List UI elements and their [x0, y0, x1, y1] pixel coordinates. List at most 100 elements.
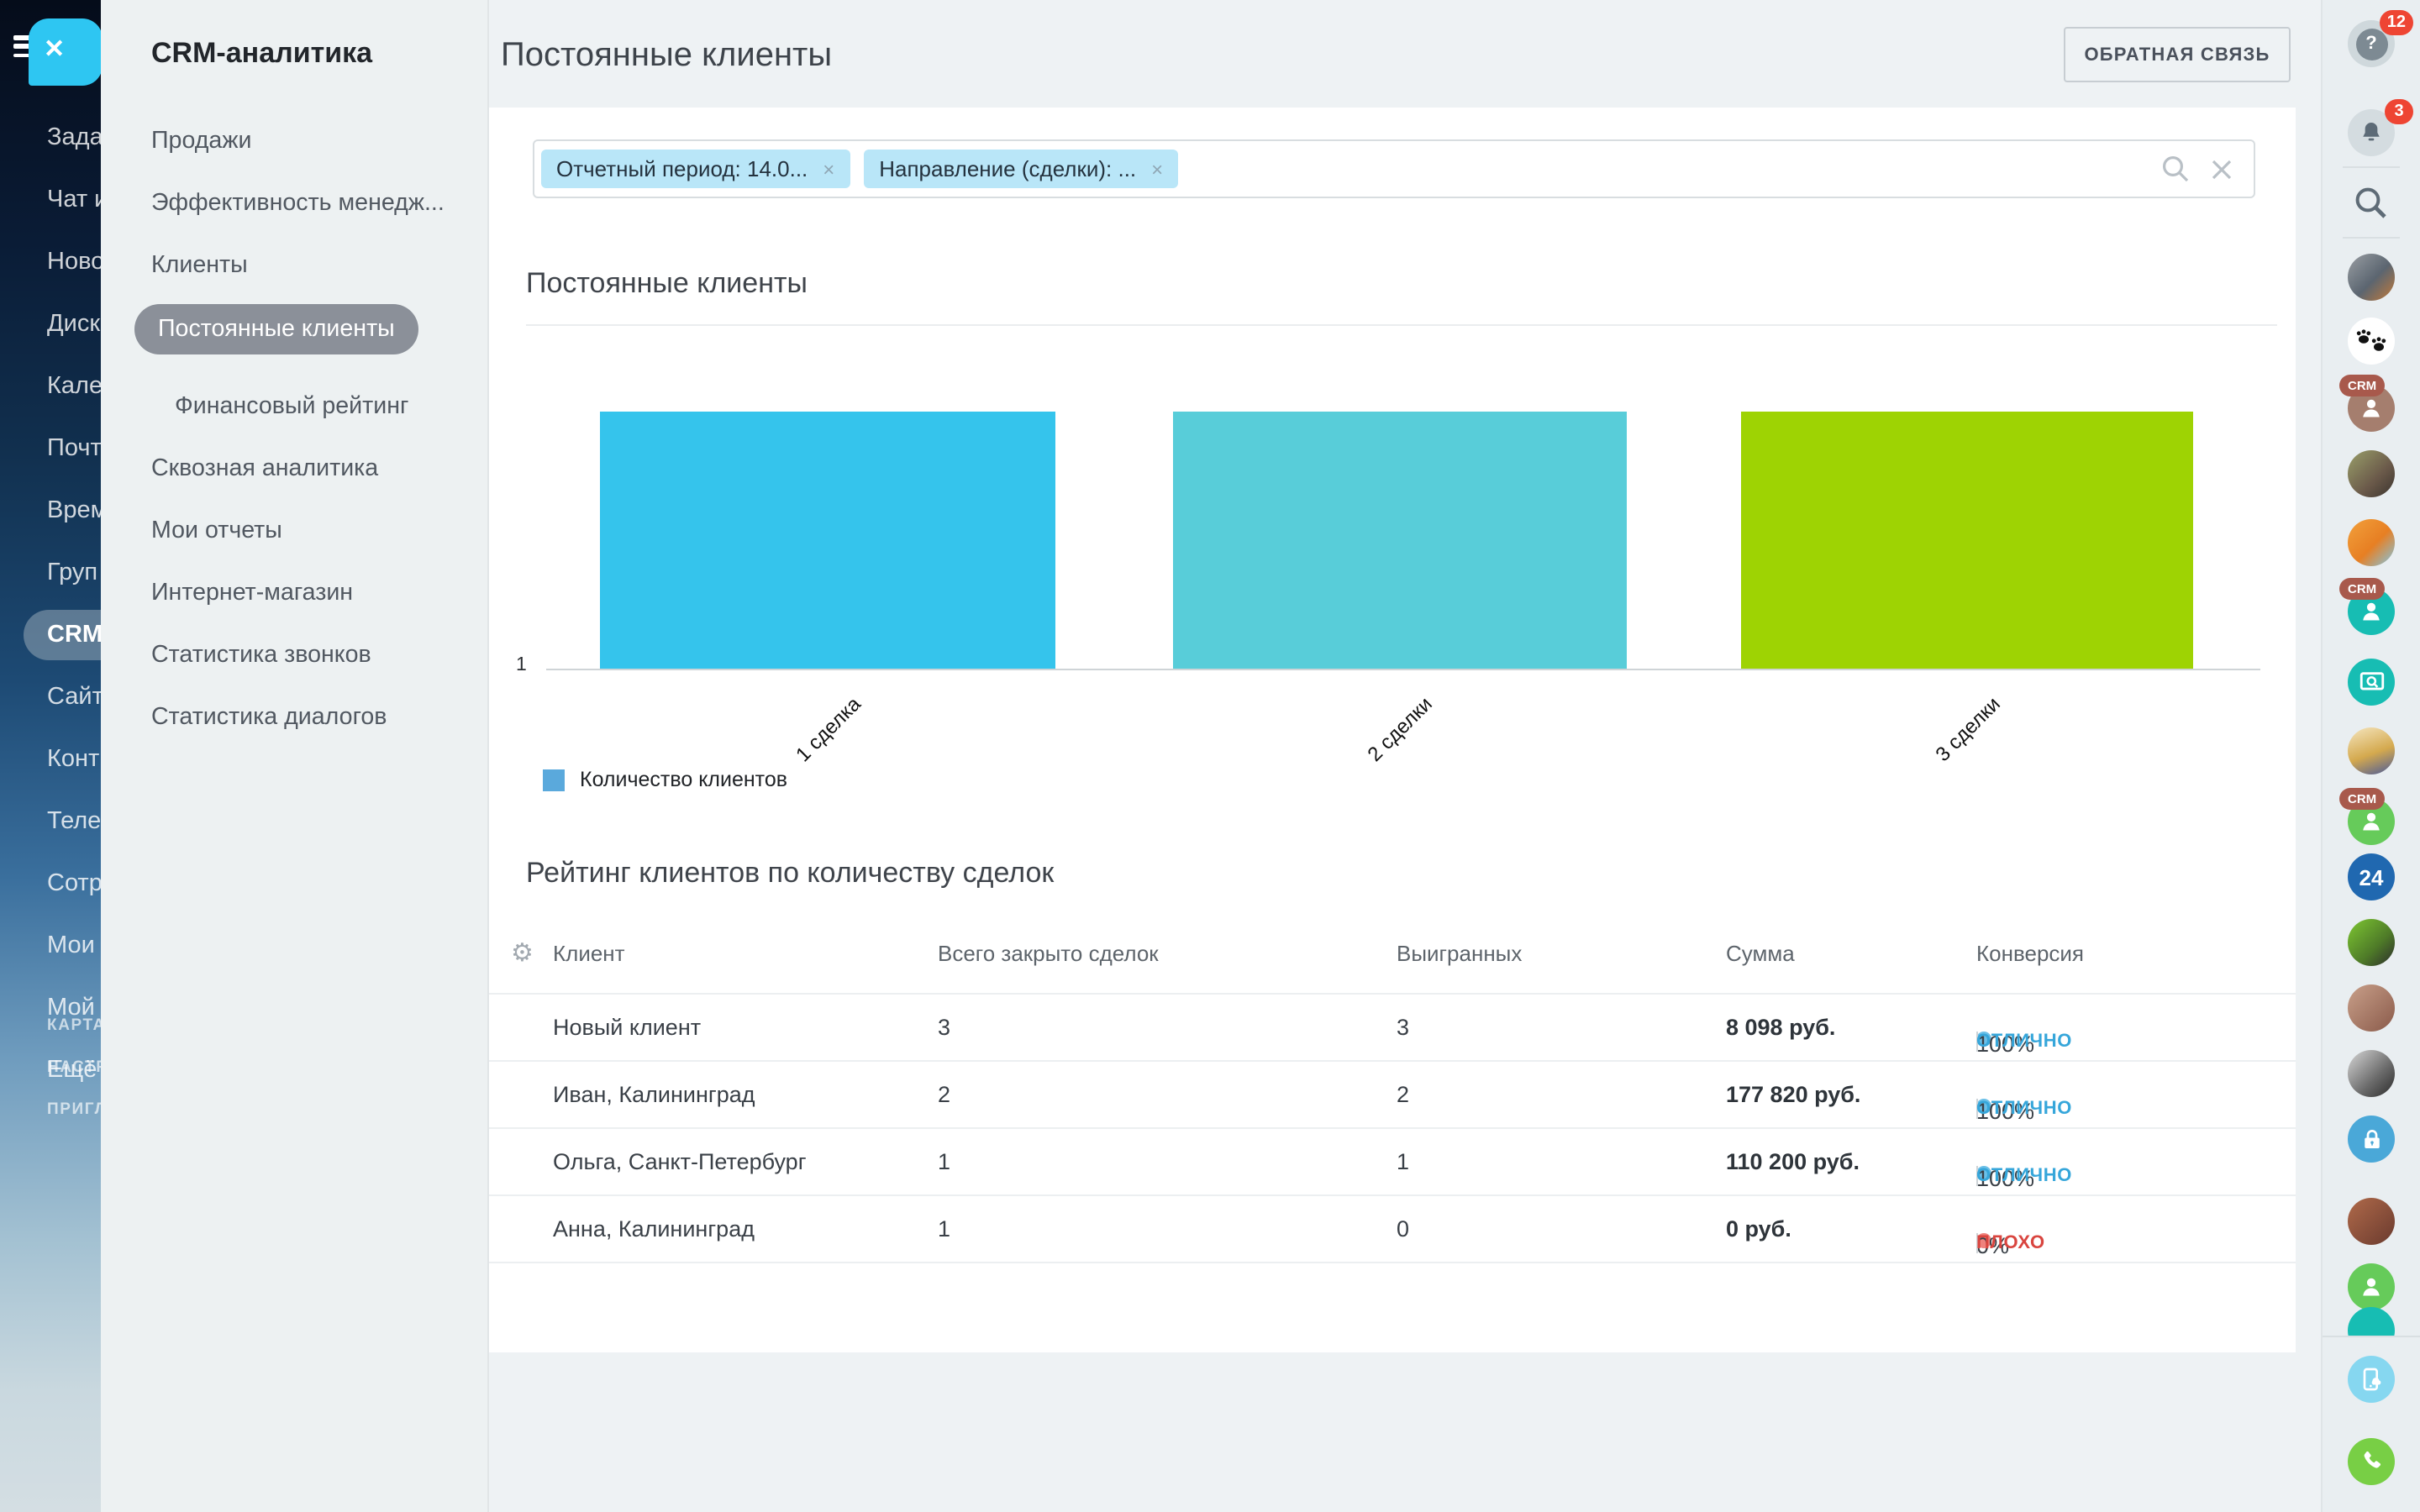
chat-avatar[interactable]	[2348, 727, 2395, 774]
menu-item-sales[interactable]: Продажи	[151, 128, 252, 155]
clients-table: Новый клиент 3 3 8 098 руб. 100% ОТЛИЧНО…	[489, 993, 2296, 1263]
feedback-button[interactable]: ОБРАТНАЯ СВЯЗЬ	[2064, 27, 2291, 82]
sidebar-item-invite[interactable]: ПРИГЛ	[47, 1100, 101, 1119]
table-row[interactable]: Анна, Калининград 1 0 0 руб. 0% ПЛОХО	[489, 1194, 2296, 1262]
conversion-dot	[1976, 1166, 1991, 1181]
chat-avatar[interactable]	[2348, 254, 2395, 301]
app-sidebar: Зада Чат и Ново Диск Кале Почт Врем Груп…	[0, 0, 101, 1512]
menu-item-dialog-statistics[interactable]: Статистика диалогов	[151, 704, 387, 731]
sidebar-item-mail[interactable]: Почт	[47, 435, 101, 462]
person-icon	[2363, 1278, 2380, 1296]
messenger-bubble[interactable]: ✕	[29, 18, 103, 86]
category-label: 3 сделки	[1929, 692, 2004, 767]
sidebar-item-crm-active[interactable]: CRM	[0, 605, 101, 667]
sidebar-item-time[interactable]: Врем	[47, 497, 101, 524]
rail-divider	[2343, 166, 2400, 168]
col-won: Выигранных	[1397, 941, 1523, 966]
screen-share-button[interactable]	[2348, 659, 2395, 706]
sidebar-item-more[interactable]: Ещё	[47, 1057, 97, 1084]
conversion-percent: 0%	[1976, 1233, 2010, 1258]
private-chat-button[interactable]	[2348, 1116, 2395, 1163]
table-row[interactable]: Новый клиент 3 3 8 098 руб. 100% ОТЛИЧНО	[489, 993, 2296, 1060]
cell-won: 0	[1397, 1216, 1410, 1242]
sidebar-item-tasks[interactable]: Зада	[47, 124, 101, 151]
lock-icon	[2364, 1129, 2379, 1147]
cell-sum: 110 200 руб.	[1726, 1149, 1860, 1174]
call-button[interactable]	[2348, 1438, 2395, 1485]
person-avatar[interactable]: CRM	[2339, 375, 2395, 432]
chat-avatar[interactable]	[2348, 919, 2395, 966]
cell-won: 2	[1397, 1082, 1410, 1107]
sidebar-item-calendar[interactable]: Кале	[47, 373, 101, 400]
person-icon	[2363, 812, 2380, 831]
sidebar-item-sitemap[interactable]: КАРТА	[47, 1016, 101, 1035]
cell-total: 3	[938, 1015, 951, 1040]
clear-filter-icon[interactable]	[2210, 157, 2233, 181]
remove-filter-icon[interactable]: ×	[1151, 157, 1164, 181]
chat-avatar[interactable]	[2348, 1198, 2395, 1245]
sidebar-item-contact-center[interactable]: Конт	[47, 746, 100, 773]
close-icon[interactable]: ✕	[44, 35, 66, 64]
rail-search-button[interactable]	[2351, 183, 2391, 232]
bitrix24-logo[interactable]: 24	[2348, 853, 2395, 900]
table-header: ⚙ Клиент Всего закрыто сделок Выигранных…	[489, 939, 2296, 993]
chart-y-tick: 1	[516, 655, 527, 675]
status-badge: ОТЛИЧНО	[1976, 1032, 2072, 1052]
sidebar-item-telephony[interactable]: Теле	[47, 808, 101, 835]
divider	[1976, 1233, 1978, 1253]
menu-item-manager-efficiency[interactable]: Эффективность менедж...	[151, 190, 445, 217]
page-title: Постоянные клиенты	[501, 37, 833, 74]
menu-item-financial-rating[interactable]: Финансовый рейтинг	[175, 393, 409, 420]
menu-item-call-statistics[interactable]: Статистика звонков	[151, 642, 371, 669]
mobile-app-button[interactable]	[2348, 1356, 2395, 1403]
smartphone-cloud-icon	[2363, 1368, 2381, 1391]
sidebar-item-my-page[interactable]: Мой	[47, 995, 95, 1021]
gear-icon[interactable]: ⚙	[511, 939, 534, 968]
menu-item-repeat-clients-active[interactable]: Постоянные клиенты	[101, 304, 487, 366]
sidebar-item-disk[interactable]: Диск	[47, 311, 101, 338]
filter-chip-direction[interactable]: Направление (сделки): ... ×	[864, 150, 1179, 188]
filter-chip-period-label: Отчетный период: 14.0...	[556, 156, 808, 181]
sidebar-item-settings[interactable]: НАСТР	[47, 1058, 101, 1077]
filter-search-bar[interactable]: Отчетный период: 14.0... × Направление (…	[533, 139, 2255, 198]
menu-item-my-reports[interactable]: Мои отчеты	[151, 517, 282, 544]
menu-item-online-store[interactable]: Интернет-магазин	[151, 580, 354, 606]
app-sidebar-footer: КАРТА НАСТР ПРИГЛ	[0, 1005, 101, 1131]
person-avatar[interactable]: CRM	[2339, 788, 2395, 845]
sidebar-item-employees[interactable]: Сотр	[47, 870, 101, 897]
menu-item-end-to-end-analytics[interactable]: Сквозная аналитика	[151, 455, 379, 482]
filter-chip-period[interactable]: Отчетный период: 14.0... ×	[541, 150, 850, 188]
table-section-title: Рейтинг клиентов по количеству сделок	[526, 857, 1055, 889]
help-counter-badge: 12	[2379, 10, 2413, 35]
rail-footer	[2323, 1336, 2420, 1512]
cell-won: 1	[1397, 1149, 1410, 1174]
status-badge: ОТЛИЧНО	[1976, 1099, 2072, 1119]
remove-filter-icon[interactable]: ×	[823, 157, 835, 181]
person-avatar[interactable]	[2348, 1263, 2395, 1310]
chat-avatar[interactable]	[2348, 984, 2395, 1032]
sidebar-item-news[interactable]: Ново	[47, 249, 101, 276]
panel-menu: Продажи Эффективность менедж... Клиенты …	[101, 111, 487, 749]
phone-icon	[2364, 1451, 2381, 1468]
section-divider	[526, 324, 2277, 326]
chat-avatar[interactable]	[2348, 1050, 2395, 1097]
bar-chart: 1 сделка 2 сделки 3 сделки	[546, 412, 2260, 766]
sidebar-item-groups[interactable]: Груп	[47, 559, 98, 586]
search-icon[interactable]	[2161, 155, 2190, 183]
table-row[interactable]: Иван, Калининград 2 2 177 820 руб. 100% …	[489, 1060, 2296, 1127]
status-badge: ПЛОХО	[1976, 1233, 2045, 1253]
conversion-dot	[1976, 1032, 1991, 1047]
cell-client: Иван, Калининград	[553, 1082, 755, 1107]
cell-client: Анна, Калининград	[553, 1216, 755, 1242]
sidebar-item-my[interactable]: Мои	[47, 932, 95, 959]
person-avatar[interactable]: CRM	[2339, 578, 2395, 635]
menu-item-clients[interactable]: Клиенты	[151, 252, 248, 279]
sidebar-item-chat[interactable]: Чат и	[47, 186, 101, 213]
table-row[interactable]: Ольга, Санкт-Петербург 1 1 110 200 руб. …	[489, 1127, 2296, 1194]
chat-avatar[interactable]	[2348, 519, 2395, 566]
paws-avatar[interactable]	[2348, 318, 2395, 365]
chat-avatar[interactable]	[2348, 450, 2395, 497]
person-icon	[2363, 399, 2380, 417]
sidebar-item-sites[interactable]: Сайт	[47, 684, 101, 711]
chart-section-title: Постоянные клиенты	[526, 267, 808, 299]
